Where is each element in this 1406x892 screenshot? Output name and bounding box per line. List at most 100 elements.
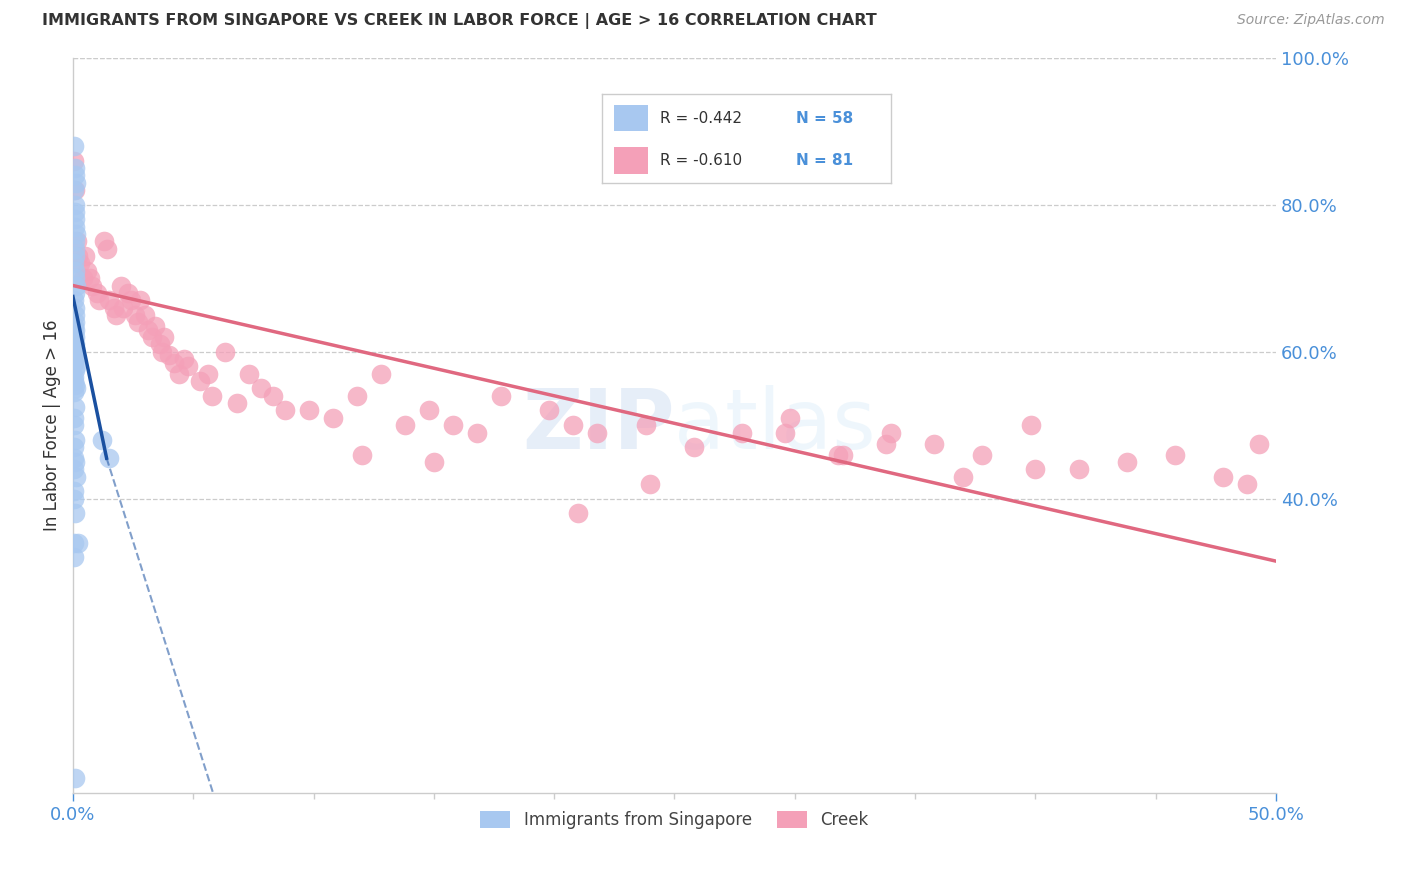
Point xyxy=(63,242,86,256)
Point xyxy=(63,168,86,182)
Point xyxy=(63,535,86,549)
Point xyxy=(73,249,96,263)
Point xyxy=(350,448,373,462)
Point xyxy=(63,462,86,476)
Point xyxy=(65,341,87,355)
Point xyxy=(63,550,86,565)
Point xyxy=(465,425,488,440)
Point xyxy=(65,161,87,175)
Point xyxy=(69,256,91,270)
Point xyxy=(586,425,609,440)
Point xyxy=(370,367,392,381)
Point xyxy=(214,344,236,359)
Point xyxy=(65,455,87,469)
Point xyxy=(65,249,87,263)
Point xyxy=(63,308,86,322)
Point xyxy=(827,448,849,462)
Point xyxy=(875,436,897,450)
Point xyxy=(103,301,125,315)
Point xyxy=(63,337,86,351)
Point xyxy=(1236,477,1258,491)
Point xyxy=(148,337,170,351)
Point xyxy=(779,410,801,425)
Point xyxy=(65,351,87,366)
Point xyxy=(134,308,156,322)
Point xyxy=(197,367,219,381)
Point xyxy=(562,418,585,433)
Point xyxy=(173,351,195,366)
Point xyxy=(1019,418,1042,433)
Point xyxy=(346,389,368,403)
Point xyxy=(63,418,86,433)
Y-axis label: In Labor Force | Age > 16: In Labor Force | Age > 16 xyxy=(44,319,60,531)
Point xyxy=(63,337,86,351)
Point xyxy=(76,264,98,278)
Point xyxy=(98,293,121,308)
Point xyxy=(65,315,87,329)
Point xyxy=(82,278,104,293)
Point xyxy=(65,381,87,395)
Point xyxy=(190,374,212,388)
Text: IMMIGRANTS FROM SINGAPORE VS CREEK IN LABOR FORCE | AGE > 16 CORRELATION CHART: IMMIGRANTS FROM SINGAPORE VS CREEK IN LA… xyxy=(42,13,877,29)
Point xyxy=(65,278,87,293)
Point xyxy=(423,455,446,469)
Point xyxy=(112,301,135,315)
Point xyxy=(634,418,657,433)
Point xyxy=(96,242,118,256)
Point xyxy=(298,403,321,417)
Point xyxy=(63,451,86,466)
Point xyxy=(65,330,87,344)
Point xyxy=(65,264,87,278)
Text: Source: ZipAtlas.com: Source: ZipAtlas.com xyxy=(1237,13,1385,28)
Point xyxy=(63,356,86,370)
Point xyxy=(225,396,247,410)
Point xyxy=(65,285,87,300)
Point xyxy=(249,381,271,395)
Point xyxy=(731,425,754,440)
Point xyxy=(238,367,260,381)
Point xyxy=(1115,455,1137,469)
Point xyxy=(63,374,86,388)
Point xyxy=(418,403,440,417)
Point xyxy=(831,448,853,462)
Point xyxy=(394,418,416,433)
Point xyxy=(952,469,974,483)
Legend: Immigrants from Singapore, Creek: Immigrants from Singapore, Creek xyxy=(474,805,875,836)
Point xyxy=(72,271,94,285)
Point xyxy=(65,507,87,521)
Point xyxy=(65,301,87,315)
Point xyxy=(63,348,86,362)
Point xyxy=(567,507,589,521)
Point xyxy=(63,293,86,308)
Point xyxy=(157,348,180,362)
Point xyxy=(538,403,561,417)
Point xyxy=(201,389,224,403)
Point xyxy=(86,285,108,300)
Text: ZIP: ZIP xyxy=(522,384,675,466)
Point xyxy=(63,318,86,333)
Point xyxy=(1067,462,1090,476)
Point xyxy=(63,323,86,337)
Point xyxy=(489,389,512,403)
Point xyxy=(63,410,86,425)
Point xyxy=(65,771,87,785)
Point xyxy=(65,400,87,414)
Point xyxy=(120,293,142,308)
Point xyxy=(117,285,139,300)
Point xyxy=(773,425,796,440)
Point xyxy=(273,403,295,417)
Point xyxy=(110,278,132,293)
Point xyxy=(65,183,87,197)
Point xyxy=(65,176,87,190)
Point xyxy=(143,318,166,333)
Point xyxy=(127,315,149,329)
Point xyxy=(65,359,87,374)
Point xyxy=(63,491,86,506)
Point xyxy=(1249,436,1271,450)
Point xyxy=(65,219,87,234)
Point xyxy=(1212,469,1234,483)
Point xyxy=(65,469,87,483)
Point xyxy=(63,139,86,153)
Point xyxy=(63,344,86,359)
Point xyxy=(63,235,86,249)
